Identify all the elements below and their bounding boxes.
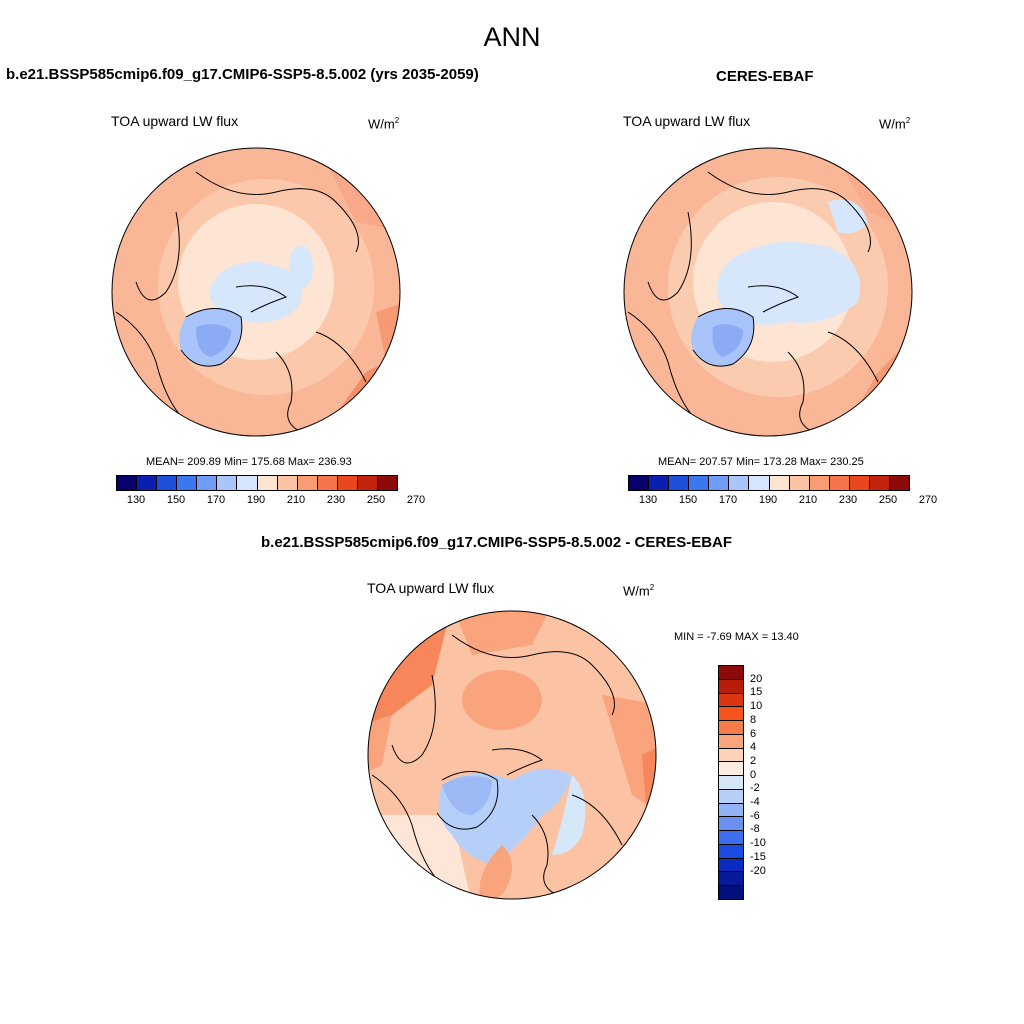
panel3-variable-label: TOA upward LW flux [367,580,495,596]
colorbar-tick-label: 250 [878,494,898,506]
panel1-stats: MEAN= 209.89 Min= 175.68 Max= 236.93 [146,456,352,468]
panel3-stats: MIN = -7.69 MAX = 13.40 [674,631,799,643]
colorbar-swatch [709,476,730,490]
colorbar-swatch [890,476,910,490]
colorbar-tick-label: -4 [750,796,760,809]
colorbar-swatch [719,789,743,804]
colorbar-swatch [849,476,870,490]
colorbar-tick-label: 250 [366,494,386,506]
colorbar-swatch [217,476,238,490]
colorbar-swatch [237,476,258,490]
colorbar-swatch [749,476,770,490]
colorbar-tick-label: 2 [750,754,757,767]
colorbar-swatch [669,476,690,490]
panel3-title: b.e21.BSSP585cmip6.f09_g17.CMIP6-SSP5-8.… [261,534,733,551]
panel1-title: b.e21.BSSP585cmip6.f09_g17.CMIP6-SSP5-8.… [6,66,479,83]
colorbar-tick-label: 10 [750,700,763,713]
main-title: ANN [483,22,541,52]
panel1-variable-label: TOA upward LW flux [111,113,239,129]
colorbar-tick-label: -6 [750,809,760,822]
colorbar-swatch [157,476,178,490]
colorbar-tick-label: 4 [750,741,757,754]
colorbar-tick-label: 190 [758,494,778,506]
colorbar-swatch [719,693,743,708]
colorbar-tick-label: 170 [206,494,226,506]
colorbar-swatch [177,476,198,490]
colorbar-swatch [719,748,743,763]
colorbar-swatch [789,476,810,490]
colorbar-swatch [719,721,743,735]
colorbar-swatch [317,476,338,490]
colorbar-tick-label: 230 [838,494,858,506]
colorbar-swatch [378,476,398,490]
colorbar-tick-label: -10 [750,837,766,850]
panel1-units: W/m2 [368,116,400,132]
colorbar-swatch [719,776,743,790]
colorbar-tick-label: 8 [750,713,757,726]
colorbar-swatch [719,831,743,845]
colorbar-swatch [257,476,278,490]
panel2-title: CERES-EBAF [716,68,814,85]
colorbar-swatch [719,858,743,873]
panel2-colorbar [628,475,910,491]
colorbar-swatch [719,872,743,887]
colorbar-swatch [689,476,710,490]
colorbar-swatch [719,817,743,832]
panel3-units: W/m2 [623,583,655,599]
colorbar-swatch [829,476,850,490]
colorbar-tick-label: -20 [750,864,766,877]
colorbar-swatch [629,476,650,490]
colorbar-swatch [719,844,743,859]
colorbar-swatch [197,476,218,490]
colorbar-swatch [117,476,138,490]
colorbar-tick-label: 150 [166,494,186,506]
panel2-variable-label: TOA upward LW flux [623,113,751,129]
colorbar-tick-label: 230 [326,494,346,506]
colorbar-tick-label: 0 [750,768,757,781]
colorbar-swatch [297,476,318,490]
colorbar-swatch [769,476,790,490]
colorbar-tick-label: 130 [126,494,146,506]
colorbar-swatch [719,666,743,680]
colorbar-swatch [337,476,358,490]
colorbar-tick-label: 15 [750,686,763,699]
colorbar-tick-label: 190 [246,494,266,506]
colorbar-tick-label: 210 [286,494,306,506]
colorbar-tick-label: 6 [750,727,757,740]
panel1-colorbar [116,475,398,491]
colorbar-swatch [719,803,743,818]
colorbar-swatch [719,679,743,694]
colorbar-swatch [277,476,298,490]
colorbar-tick-label: -15 [750,850,766,863]
panel2-colorbar-ticks: 130 150 170 190 210 230 250 270 [628,494,937,508]
colorbar-tick-label: 170 [718,494,738,506]
colorbar-swatch [729,476,750,490]
colorbar-swatch [719,734,743,749]
panel2-polar-map [623,147,913,437]
panel2-units: W/m2 [879,116,911,132]
colorbar-swatch [719,762,743,777]
colorbar-swatch [869,476,891,490]
colorbar-tick-label: 130 [638,494,658,506]
colorbar-tick-label: 20 [750,672,763,685]
colorbar-tick-label: 210 [798,494,818,506]
panel1-colorbar-ticks: 130 150 170 190 210 230 250 270 [116,494,425,508]
panel3-polar-map [367,610,657,900]
colorbar-tick-label: 150 [678,494,698,506]
colorbar-tick-label: -2 [750,782,760,795]
colorbar-swatch [649,476,670,490]
panel2-stats: MEAN= 207.57 Min= 173.28 Max= 230.25 [658,456,864,468]
colorbar-swatch [137,476,158,490]
colorbar-tick-label: 270 [918,494,938,506]
panel1-polar-map [111,147,401,437]
colorbar-tick-label: 270 [406,494,426,506]
colorbar-tick-label: -8 [750,823,760,836]
colorbar-swatch [809,476,830,490]
colorbar-swatch [357,476,379,490]
panel3-colorbar-ticks: 20 15 10 8 6 4 2 0 -2 -4 -6 -8 -10 -15 -20 [750,665,790,900]
colorbar-swatch [719,886,743,900]
panel3-colorbar [718,665,744,900]
colorbar-swatch [719,707,743,722]
